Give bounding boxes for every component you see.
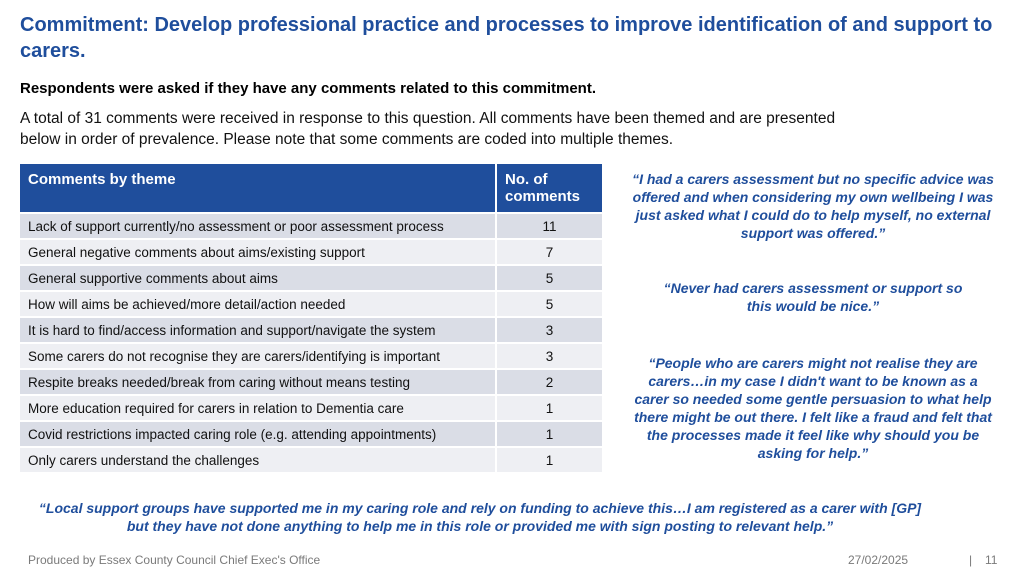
count-cell: 3 (496, 316, 602, 343)
table-row: Some carers do not recognise they are ca… (20, 342, 602, 369)
count-column-header: No. of comments (496, 164, 602, 213)
table-row: General supportive comments about aims 5 (20, 264, 602, 291)
theme-cell: Respite breaks needed/break from caring … (20, 368, 497, 395)
count-cell: 2 (496, 368, 602, 395)
count-cell: 5 (496, 264, 602, 291)
theme-cell: Covid restrictions impacted caring role … (20, 420, 497, 447)
theme-cell: How will aims be achieved/more detail/ac… (20, 290, 497, 317)
theme-cell: More education required for carers in re… (20, 394, 497, 421)
theme-cell: Some carers do not recognise they are ca… (20, 342, 497, 369)
table-row: How will aims be achieved/more detail/ac… (20, 290, 602, 317)
count-cell: 1 (496, 420, 602, 447)
quote-carers-assessment: “I had a carers assessment but no specif… (632, 171, 994, 241)
table-row: Respite breaks needed/break from caring … (20, 368, 602, 395)
count-cell: 1 (496, 394, 602, 421)
comments-by-theme-table: Comments by theme No. of comments Lack o… (20, 164, 602, 472)
count-cell: 7 (496, 238, 602, 265)
count-cell: 5 (496, 290, 602, 317)
count-cell: 3 (496, 342, 602, 369)
footer-separator: | (969, 553, 973, 567)
theme-cell: It is hard to find/access information an… (20, 316, 497, 343)
table-row: It is hard to find/access information an… (20, 316, 602, 343)
theme-cell: Only carers understand the challenges (20, 446, 497, 472)
table-row: Covid restrictions impacted caring role … (20, 420, 602, 447)
page-number: 11 (985, 553, 998, 567)
count-cell: 1 (496, 446, 602, 472)
count-cell: 11 (496, 212, 602, 239)
quote-carers-might-not-realise: “People who are carers might not realise… (634, 355, 992, 461)
table-row: Only carers understand the challenges 1 (20, 446, 602, 472)
quote-local-support-groups: “Local support groups have supported me … (38, 500, 922, 534)
table-row: General negative comments about aims/exi… (20, 238, 602, 265)
theme-cell: Lack of support currently/no assessment … (20, 212, 497, 239)
table-row: Lack of support currently/no assessment … (20, 212, 602, 239)
footer-date: 27/02/2025 (848, 553, 909, 567)
quote-never-had-assessment: “Never had carers assessment or support … (663, 280, 963, 314)
question-subtitle: Respondents were asked if they have any … (20, 80, 596, 97)
page-title: Commitment: Develop professional practic… (20, 14, 993, 62)
intro-text: A total of 31 comments were received in … (20, 110, 836, 148)
theme-column-header: Comments by theme (20, 164, 497, 213)
table-header-row: Comments by theme No. of comments (20, 164, 602, 213)
footer-source: Produced by Essex County Council Chief E… (28, 553, 321, 567)
theme-cell: General negative comments about aims/exi… (20, 238, 497, 265)
table-row: More education required for carers in re… (20, 394, 602, 421)
theme-cell: General supportive comments about aims (20, 264, 497, 291)
